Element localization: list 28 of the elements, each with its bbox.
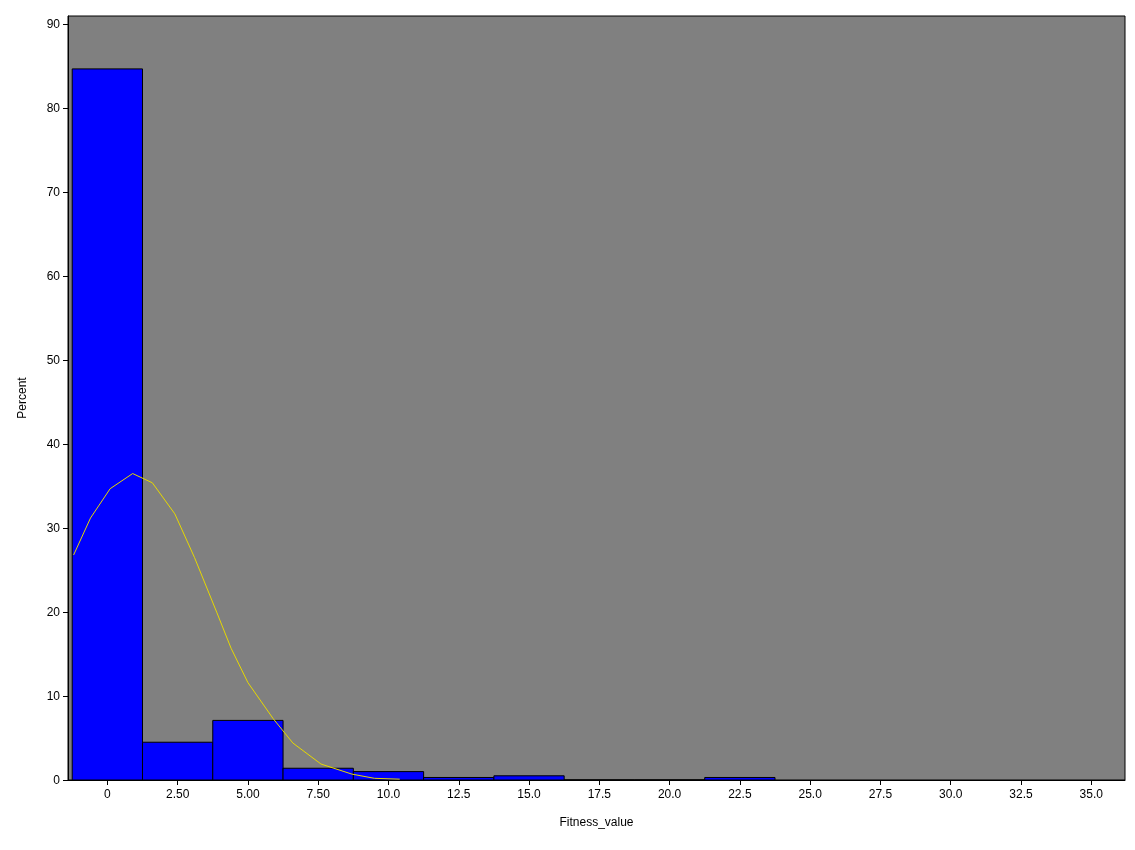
y-tick-label: 50 [46,353,61,368]
y-tick-label: 40 [46,437,61,452]
x-tick-label: 25.0 [798,787,823,801]
x-tick-label: 30.0 [939,787,963,801]
x-tick-label: 27.5 [868,787,893,801]
x-tick-label: 7.50 [306,787,331,801]
x-tick-label: 10.0 [376,787,401,801]
y-tick-label: 0 [53,773,61,787]
x-tick-label: 12.5 [447,787,471,801]
x-tick-label: 32.5 [1009,787,1033,801]
x-axis-title: Fitness_value [559,815,634,829]
y-tick-label: 70 [46,185,61,200]
x-tick-label: 0 [104,787,112,801]
y-tick-label: 30 [46,521,61,536]
x-tick-label: 17.5 [587,787,612,801]
y-tick-label: 20 [46,605,61,620]
y-tick-label: 80 [46,101,61,116]
x-tick-label: 20.0 [657,787,682,801]
y-tick-label: 90 [46,17,61,32]
line-series [73,473,401,780]
x-tick-label: 15.0 [517,787,542,801]
x-tick-label: 5.00 [236,787,260,801]
x-tick-label: 35.0 [1079,787,1104,801]
y-tick-label: 60 [46,269,61,284]
y-tick-label: 10 [46,689,61,704]
x-tick-label: 22.5 [728,787,752,801]
y-axis-title: Percent [15,376,29,419]
x-tick-label: 2.50 [165,787,190,801]
